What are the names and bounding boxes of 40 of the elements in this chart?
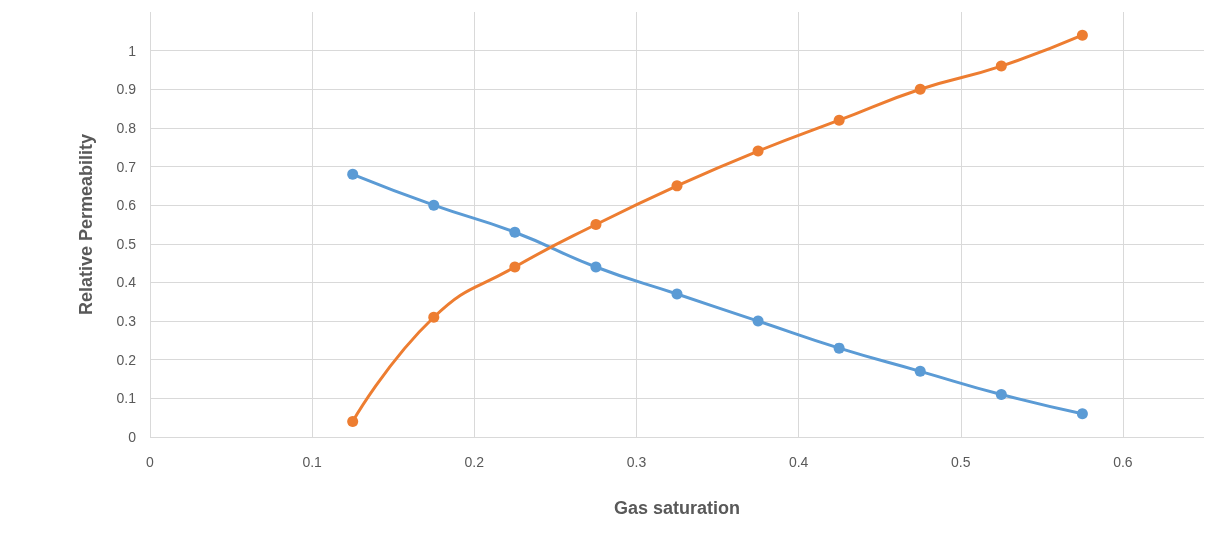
x-tick-label: 0.3 [626,454,647,470]
y-tick-label: 0.9 [116,81,137,98]
point [833,342,845,354]
x-tick-label: 0.5 [951,454,971,470]
point [509,226,521,238]
point [1076,29,1088,41]
y-tick-label: 0.4 [116,274,137,291]
y-tick-label: 0.8 [116,119,137,136]
x-tick-label: 0.4 [788,454,809,470]
point [1076,408,1088,420]
y-tick-label: 0.6 [116,197,137,214]
point [833,114,845,126]
point [590,261,602,273]
x-axis-title: Gas saturation [613,498,741,518]
point [671,180,683,192]
y-axis-title: Relative Permeability [76,133,96,316]
point [752,315,764,327]
y-tick-label: 0.2 [116,351,137,368]
point [914,83,926,95]
x-tick-label: 0.6 [1113,454,1133,470]
point [995,389,1007,400]
point [428,311,440,323]
y-tick-label: 0.1 [116,390,137,407]
point [995,60,1007,72]
y-tick-label: 0.5 [116,235,137,252]
point [590,219,602,230]
point [347,168,359,180]
x-tick-label: 0 [146,454,155,470]
point [752,145,764,157]
x-tick-label: 0.2 [464,454,485,470]
y-tick-label: 0.7 [116,158,137,175]
y-tick-label: 0 [128,429,137,445]
point [914,365,926,377]
point [347,416,359,428]
y-tick-label: 1 [128,42,137,59]
point [671,288,683,300]
point [509,261,521,273]
x-tick-label: 0.1 [302,454,323,470]
point [428,199,440,211]
y-tick-label: 0.3 [116,313,137,330]
